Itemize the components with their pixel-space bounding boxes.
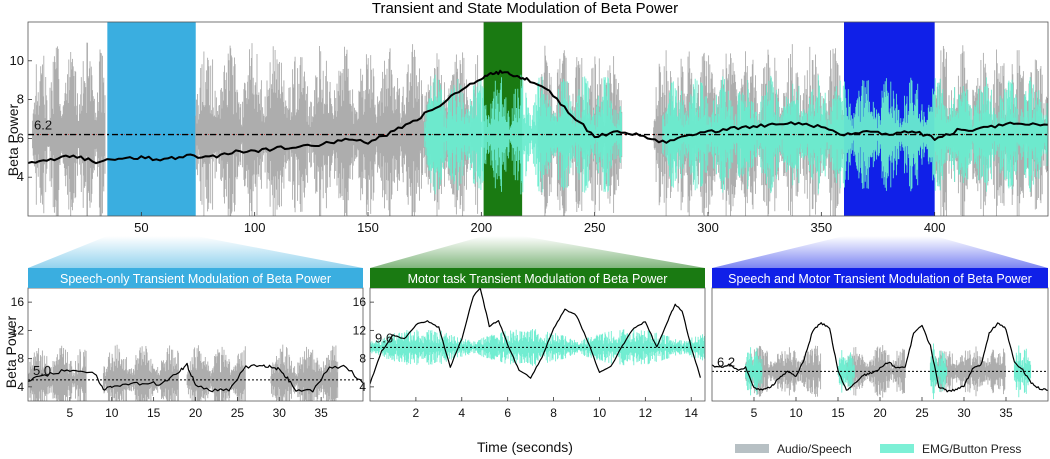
y-tick-label: 16 (11, 295, 25, 309)
y-tick-label: 4 (17, 380, 24, 394)
x-tick-label: 12 (639, 406, 653, 420)
legend: Audio/Speech EMG/Button Press (735, 442, 1021, 456)
speech-only-panel: 5 10 15 20 25 30 35 4 8 12 16 5.0 Speech-only Transi… (11, 268, 364, 420)
plot-frame (27, 21, 1049, 217)
legend-label-audio: Audio/Speech (777, 442, 852, 456)
beta-power-line (370, 288, 701, 385)
panel-header: Speech and Motor Transient Modulation of… (712, 268, 1048, 288)
y-tick-label: 4 (359, 380, 366, 394)
x-tick-label: 20 (189, 406, 203, 420)
threshold-label: 5.0 (33, 363, 51, 378)
x-tick-label: 15 (831, 406, 845, 420)
y-tick-label: 4 (17, 169, 24, 184)
x-tick-label: 35 (999, 406, 1013, 420)
y-tick-label: 8 (359, 352, 366, 366)
panel-title: Speech-only Transient Modulation of Beta… (60, 272, 331, 286)
threshold-label: 6.2 (34, 118, 52, 133)
x-tick-label: 4 (458, 406, 465, 420)
motor-task-panel: 2 4 6 8 10 12 14 4 8 12 16 9.6 Motor task Transient … (353, 268, 706, 420)
x-tick-label: 100 (244, 220, 266, 235)
x-tick-label: 35 (314, 406, 328, 420)
panel-header-bar (28, 268, 363, 288)
plot-area (712, 322, 1048, 400)
zoom-connectors (28, 236, 1048, 268)
panel-header-bar (370, 268, 705, 288)
legend-swatch-audio (735, 444, 769, 453)
panel-header: Speech-only Transient Modulation of Beta… (28, 268, 363, 288)
x-axis-label: Time (seconds) (477, 439, 573, 455)
legend-label-emg: EMG/Button Press (922, 442, 1021, 456)
zoom-connector (712, 236, 1048, 268)
overview-y-axis-label: Beta Power (5, 103, 21, 176)
panel-header-bar (712, 268, 1048, 288)
panel-title: Speech and Motor Transient Modulation of… (728, 272, 1032, 286)
y-tick-label: 8 (17, 92, 24, 107)
plot-area (370, 288, 705, 385)
x-tick-label: 250 (584, 220, 606, 235)
x-tick-label: 200 (470, 220, 492, 235)
overview-panel: 50 100 150 200 250 300 350 400 4 6 8 10 6.2 (10, 21, 1049, 235)
x-tick-label: 30 (957, 406, 971, 420)
plot-area (28, 22, 1048, 216)
x-tick-label: 10 (789, 406, 803, 420)
x-tick-label: 8 (550, 406, 557, 420)
x-tick-label: 10 (593, 406, 607, 420)
x-tick-label: 5 (751, 406, 758, 420)
y-tick-label: 6 (17, 130, 24, 145)
bottom-y-axis-label: Beta Power (3, 315, 19, 388)
beta-power-line (712, 322, 1048, 393)
x-tick-label: 2 (413, 406, 420, 420)
legend-swatch-emg (880, 444, 914, 453)
x-tick-label: 150 (357, 220, 379, 235)
y-tick-label: 8 (17, 352, 24, 366)
beta-power-line (28, 362, 363, 393)
audio-envelope (28, 344, 339, 401)
threshold-label: 6.2 (717, 354, 735, 369)
x-tick-label: 20 (873, 406, 887, 420)
y-tick-label: 12 (11, 323, 25, 337)
x-tick-label: 400 (924, 220, 946, 235)
y-tick-label: 16 (353, 295, 367, 309)
x-tick-label: 25 (915, 406, 929, 420)
threshold-label: 9.6 (375, 330, 393, 345)
x-tick-label: 25 (231, 406, 245, 420)
panel-title: Motor task Transient Modulation of Beta … (408, 272, 668, 286)
x-tick-label: 6 (504, 406, 511, 420)
figure-title: Transient and State Modulation of Beta P… (372, 0, 678, 17)
x-tick-label: 15 (147, 406, 161, 420)
x-tick-label: 50 (134, 220, 148, 235)
panel-header: Motor task Transient Modulation of Beta … (370, 268, 705, 288)
x-tick-label: 350 (810, 220, 832, 235)
zoom-connector (28, 236, 363, 268)
x-tick-label: 10 (105, 406, 119, 420)
x-tick-label: 14 (685, 406, 699, 420)
highlight-band (107, 22, 196, 216)
y-tick-label: 12 (353, 323, 367, 337)
speech-motor-panel: 5 10 15 20 25 30 35 6.2 Speech and Motor Transie… (711, 268, 1049, 420)
beta-power-line (28, 69, 1048, 165)
x-tick-label: 300 (697, 220, 719, 235)
plot-area (28, 344, 363, 401)
x-tick-label: 30 (273, 406, 287, 420)
x-tick-label: 5 (67, 406, 74, 420)
y-tick-label: 10 (10, 53, 24, 68)
zoom-connector (370, 236, 705, 268)
